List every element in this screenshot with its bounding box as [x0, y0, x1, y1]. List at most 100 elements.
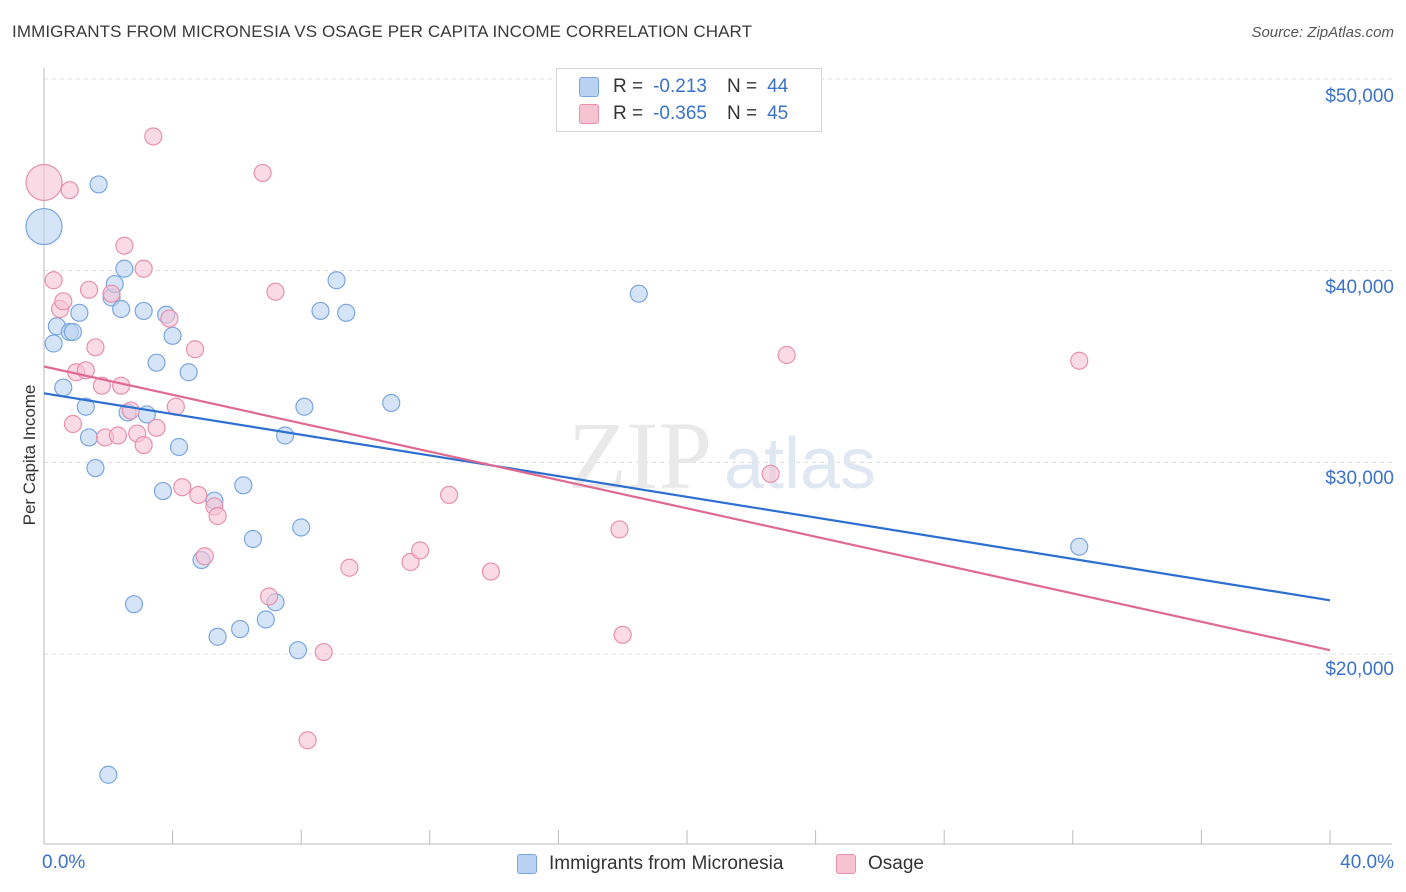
- data-point-osage: [298, 731, 317, 750]
- data-point-micronesia: [153, 481, 173, 501]
- correlation-legend: R = -0.213 N = 44 R = -0.365 N = 45: [556, 68, 822, 132]
- legend-n-label: N =: [726, 76, 758, 97]
- data-point-osage: [147, 418, 166, 437]
- data-point-micronesia: [147, 353, 166, 372]
- bottom-legend-micronesia: Immigrants from Micronesia: [517, 852, 783, 876]
- data-point-micronesia: [70, 303, 89, 322]
- data-point-micronesia: [99, 765, 118, 784]
- data-point-micronesia: [86, 458, 105, 478]
- data-point-osage: [86, 338, 105, 357]
- y-tick-label: $50,000: [1325, 86, 1394, 107]
- data-point-osage: [54, 292, 73, 311]
- data-point-micronesia: [295, 397, 314, 416]
- legend-n-value: 44: [767, 76, 789, 97]
- data-point-osage: [1070, 351, 1089, 370]
- legend-row-osage: R = -0.365 N = 45: [579, 101, 788, 127]
- data-point-micronesia: [163, 326, 182, 345]
- data-point-micronesia: [311, 301, 330, 321]
- data-point-micronesia: [276, 426, 295, 445]
- legend-series-label: Osage: [868, 853, 924, 874]
- legend-swatch-blue: [517, 854, 537, 874]
- data-point-osage: [102, 284, 121, 303]
- legend-series-label: Immigrants from Micronesia: [549, 853, 784, 874]
- y-tick-label: $40,000: [1325, 277, 1394, 298]
- legend-swatch-pink: [836, 854, 856, 874]
- y-tick-label: $30,000: [1325, 468, 1394, 489]
- data-point-osage: [439, 485, 459, 505]
- data-point-micronesia: [337, 303, 356, 322]
- watermark-zip: ZIP: [568, 402, 712, 509]
- data-point-osage: [266, 282, 285, 301]
- data-point-micronesia: [1070, 537, 1089, 556]
- data-point-osage: [44, 271, 63, 290]
- data-point-micronesia: [63, 322, 83, 342]
- data-point-micronesia: [44, 334, 63, 353]
- data-point-osage: [60, 181, 79, 200]
- x-tick-label-min: 0.0%: [42, 852, 86, 873]
- data-point-micronesia: [89, 175, 108, 194]
- data-point-micronesia: [115, 259, 134, 278]
- data-point-osage: [134, 259, 153, 278]
- data-point-osage: [108, 426, 128, 445]
- data-point-osage: [144, 127, 163, 146]
- data-point-osage: [173, 478, 192, 497]
- legend-row-micronesia: R = -0.213 N = 44: [579, 74, 788, 100]
- x-tick-label-max: 40.0%: [1340, 852, 1394, 873]
- data-point-micronesia: [124, 595, 144, 614]
- data-point-osage: [92, 376, 111, 395]
- data-point-osage: [189, 485, 208, 505]
- data-point-micronesia: [79, 428, 99, 447]
- data-point-osage: [777, 345, 796, 365]
- legend-n-label: N =: [726, 103, 758, 124]
- legend-r-label: R =: [613, 76, 644, 97]
- legend-n-value: 45: [767, 103, 789, 124]
- trend-line-osage: [43, 365, 1331, 652]
- legend-r-label: R =: [613, 103, 644, 124]
- data-point-micronesia: [231, 619, 250, 639]
- data-point-osage: [610, 520, 629, 539]
- data-point-micronesia: [382, 393, 401, 413]
- data-point-osage: [121, 401, 140, 420]
- bottom-legend-osage: Osage: [836, 852, 924, 876]
- data-point-osage: [481, 562, 500, 581]
- legend-r-value: -0.213: [653, 76, 707, 97]
- data-point-osage: [761, 464, 780, 483]
- data-point-osage: [186, 340, 205, 359]
- data-point-micronesia: [112, 299, 131, 319]
- data-point-micronesia: [134, 301, 153, 321]
- trend-line-micronesia: [43, 392, 1331, 602]
- y-tick-label: $20,000: [1325, 659, 1394, 680]
- data-point-osage: [340, 558, 359, 577]
- source-note: Source: ZipAtlas.com: [1251, 24, 1394, 41]
- y-axis-label: Per Capita Income: [20, 384, 39, 526]
- data-point-osage: [25, 163, 63, 202]
- data-point-osage: [411, 541, 430, 560]
- data-point-micronesia: [629, 284, 648, 303]
- data-point-osage: [79, 280, 99, 299]
- data-point-osage: [259, 587, 279, 606]
- data-point-osage: [134, 435, 153, 455]
- data-point-micronesia: [288, 641, 308, 660]
- data-point-osage: [208, 506, 227, 526]
- data-point-micronesia: [256, 610, 275, 629]
- chart-title: IMMIGRANTS FROM MICRONESIA VS OSAGE PER …: [12, 22, 753, 41]
- data-point-micronesia: [179, 363, 198, 382]
- data-point-micronesia: [292, 518, 311, 537]
- data-point-micronesia: [234, 476, 253, 495]
- data-point-micronesia: [169, 437, 189, 457]
- data-point-osage: [253, 163, 272, 183]
- data-point-osage: [613, 625, 632, 644]
- data-point-micronesia: [208, 627, 227, 646]
- data-point-micronesia: [76, 397, 95, 416]
- legend-swatch-pink: [579, 104, 599, 124]
- data-point-micronesia: [54, 378, 73, 397]
- legend-r-value: -0.365: [653, 103, 707, 124]
- data-point-osage: [115, 236, 134, 255]
- legend-swatch-blue: [579, 77, 599, 97]
- data-point-micronesia: [327, 271, 346, 290]
- data-point-osage: [63, 414, 83, 434]
- data-point-micronesia: [243, 529, 263, 549]
- data-point-osage: [160, 309, 179, 328]
- data-point-osage: [314, 642, 333, 662]
